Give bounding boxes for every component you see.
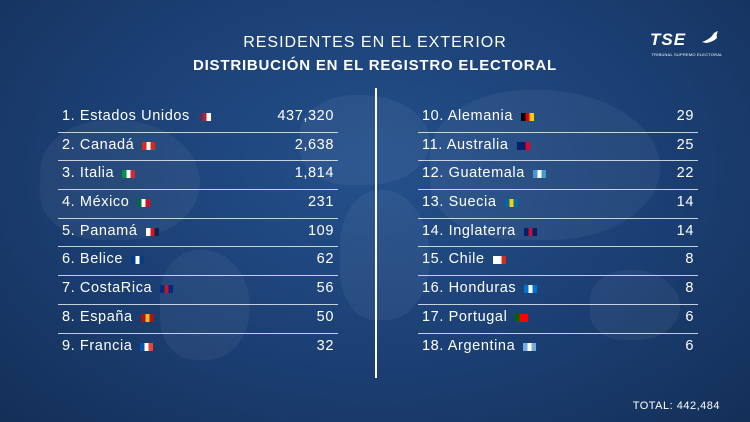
- country-label: 5. Panamá: [62, 222, 138, 239]
- count-value: 6: [685, 337, 694, 354]
- country-label: 12. Guatemala: [422, 165, 525, 182]
- list-item: 7. CostaRica 56: [58, 276, 338, 305]
- flag-icon: [515, 313, 528, 322]
- country-label: 6. Belice: [62, 251, 124, 268]
- count-value: 437,320: [277, 108, 334, 124]
- list-item: 5. Panamá 109: [58, 219, 338, 248]
- flag-icon: [141, 313, 154, 322]
- flag-icon: [198, 113, 211, 121]
- count-value: 32: [316, 337, 334, 354]
- left-country-list: 1. Estados Unidos 437,320 2. Canadá 2,638 3.…: [58, 104, 338, 361]
- count-value: 8: [685, 251, 694, 268]
- flag-icon: [533, 170, 546, 179]
- count-value: 8: [685, 280, 694, 297]
- flag-icon: [160, 285, 173, 294]
- world-map-background: [340, 190, 430, 320]
- page-title: RESIDENTES EN EL EXTERIOR: [243, 34, 507, 51]
- count-value: 14: [676, 222, 694, 239]
- country-label: 15. Chile: [422, 251, 485, 268]
- world-map-background: [300, 95, 430, 185]
- page-subtitle: DISTRIBUCIÓN EN EL REGISTRO ELECTORAL: [192, 57, 558, 74]
- country-label: 11. Australia: [422, 136, 509, 153]
- column-divider: [375, 88, 377, 378]
- world-map-background: [430, 90, 660, 240]
- country-label: 18. Argentina: [422, 337, 516, 354]
- list-item: 12. Guatemala 22: [418, 161, 698, 191]
- list-item: 15. Chile 8: [418, 247, 698, 277]
- flag-icon: [521, 113, 534, 121]
- count-value: 231: [308, 194, 334, 211]
- world-map-background: [160, 250, 250, 360]
- country-label: 1. Estados Unidos: [62, 108, 190, 124]
- flag-icon: [523, 342, 536, 351]
- count-value: 14: [676, 194, 694, 211]
- logo-subtitle: TRIBUNAL SUPREMO ELECTORAL: [651, 52, 723, 57]
- flag-icon: [505, 199, 518, 208]
- world-map-background: [590, 270, 680, 340]
- country-label: 3. Italia: [62, 165, 115, 182]
- country-label: 7. CostaRica: [62, 280, 153, 297]
- flag-icon: [142, 141, 155, 150]
- country-label: 2. Canadá: [62, 136, 135, 153]
- count-value: 6: [685, 308, 694, 325]
- world-map-background: [40, 120, 200, 240]
- tse-logo: TSE TRIBUNAL SUPREMO ELECTORAL: [650, 30, 724, 64]
- country-label: 9. Francia: [62, 337, 133, 354]
- dove-icon: [702, 31, 718, 43]
- list-item: 9. Francia 32: [58, 334, 338, 362]
- country-label: 13. Suecia: [422, 194, 497, 211]
- list-item: 17. Portugal 6: [418, 305, 698, 334]
- list-item: 18. Argentina 6: [418, 334, 698, 362]
- flag-icon: [131, 256, 144, 265]
- logo-text: TSE: [650, 30, 687, 49]
- list-item: 2. Canadá 2,638: [58, 133, 338, 162]
- list-item: 3. Italia 1,814: [58, 161, 338, 191]
- list-item: 14. Inglaterra 14: [418, 219, 698, 248]
- flag-icon: [493, 256, 506, 265]
- country-label: 16. Honduras: [422, 280, 517, 297]
- list-item: 11. Australia 25: [418, 133, 698, 162]
- count-value: 50: [316, 308, 334, 325]
- count-value: 2,638: [294, 136, 334, 153]
- flag-icon: [146, 227, 159, 236]
- country-label: 4. México: [62, 194, 130, 211]
- list-item: 13. Suecia 14: [418, 190, 698, 219]
- flag-icon: [122, 170, 135, 179]
- flag-icon: [140, 342, 153, 351]
- list-item: 6. Belice 62: [58, 247, 338, 277]
- list-item: 8. España 50: [58, 305, 338, 334]
- count-value: 22: [676, 165, 694, 182]
- count-value: 29: [676, 108, 694, 124]
- country-label: 8. España: [62, 308, 133, 325]
- count-value: 56: [316, 280, 334, 297]
- country-label: 14. Inglaterra: [422, 222, 516, 239]
- list-item: 4. México 231: [58, 190, 338, 219]
- count-value: 109: [308, 222, 334, 239]
- flag-icon: [137, 199, 150, 208]
- count-value: 1,814: [294, 165, 334, 182]
- list-item: 16. Honduras 8: [418, 276, 698, 305]
- country-label: 17. Portugal: [422, 308, 508, 325]
- count-value: 25: [676, 136, 694, 153]
- flag-icon: [517, 141, 530, 150]
- count-value: 62: [316, 251, 334, 268]
- country-label: 10. Alemania: [422, 108, 514, 124]
- right-country-list: 10. Alemania 29 11. Australia 25 12. Guatema…: [418, 104, 698, 361]
- list-item: 1. Estados Unidos 437,320: [58, 104, 338, 133]
- flag-icon: [524, 285, 537, 294]
- flag-icon: [524, 227, 537, 236]
- total-label: TOTAL: 442,484: [632, 400, 720, 412]
- list-item: 10. Alemania 29: [418, 104, 698, 133]
